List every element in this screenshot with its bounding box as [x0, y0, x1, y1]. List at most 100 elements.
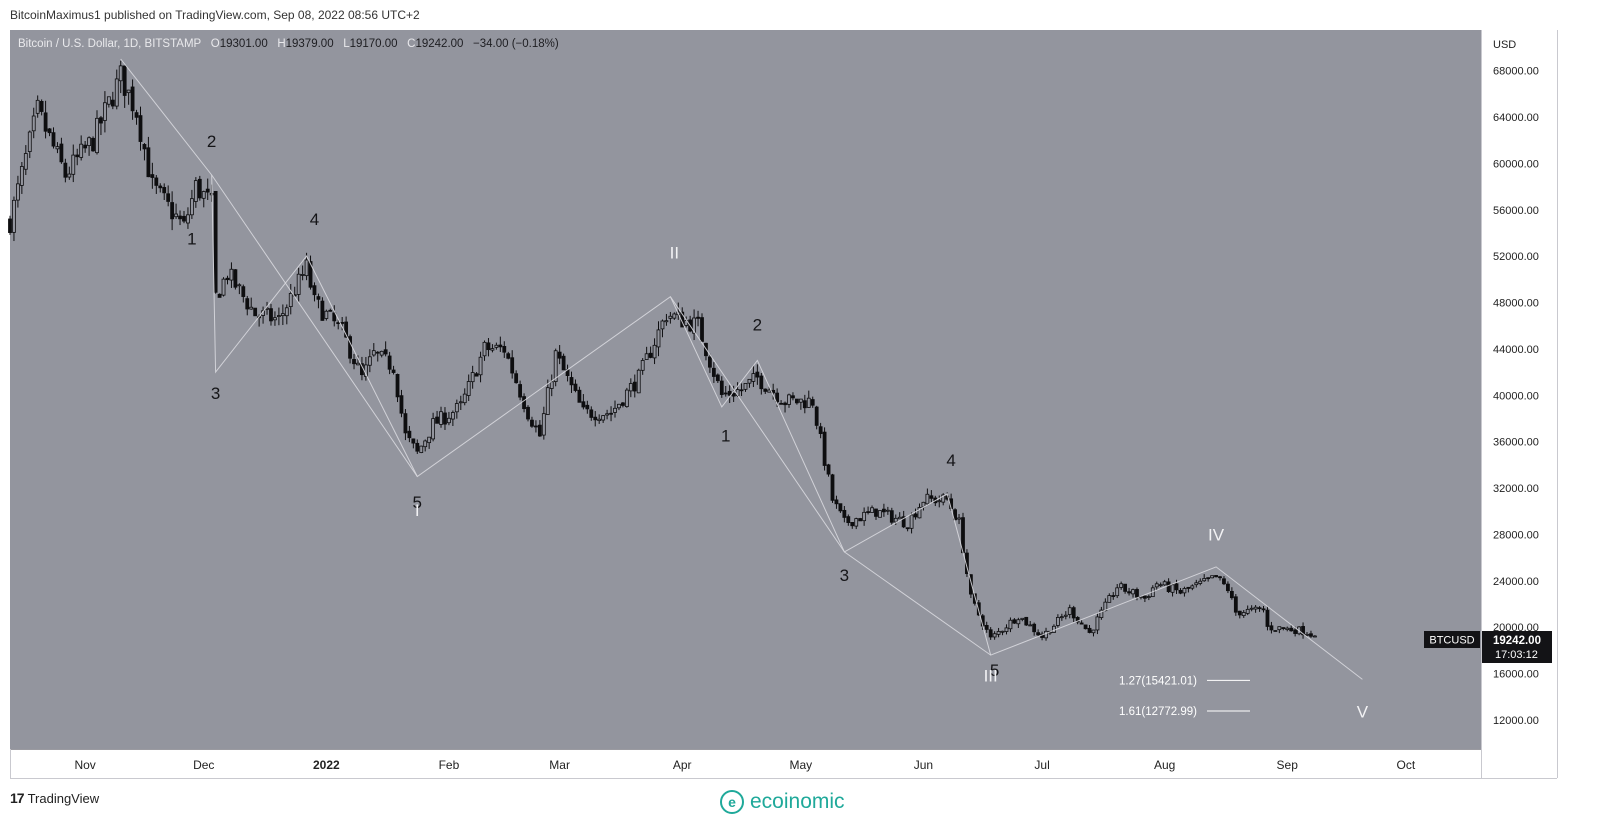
- candle-body: [241, 286, 246, 297]
- candle-body: [340, 322, 345, 324]
- price-tick-label: 44000.00: [1493, 344, 1539, 356]
- candle-body: [791, 395, 795, 399]
- candle-body: [490, 348, 495, 351]
- candle-body: [834, 499, 839, 505]
- candle-body: [882, 508, 886, 513]
- candle-body: [439, 411, 443, 425]
- candle-body: [1178, 589, 1183, 594]
- candle-body: [636, 369, 641, 394]
- candle-body: [1166, 581, 1171, 592]
- candle-body: [1289, 627, 1294, 632]
- candle-body: [767, 389, 772, 393]
- candle-body: [1190, 585, 1195, 589]
- candle-body: [692, 317, 696, 334]
- candle-body: [138, 115, 143, 142]
- candle-body: [344, 321, 349, 338]
- candle-body: [1269, 625, 1274, 631]
- candle-body: [577, 389, 582, 403]
- time-tick-label: May: [790, 758, 813, 772]
- candle-body: [478, 356, 483, 376]
- candle-body: [237, 284, 242, 287]
- candle-body: [71, 154, 76, 175]
- candle-body: [150, 174, 155, 178]
- candle-body: [751, 373, 756, 382]
- candle-body: [992, 633, 997, 638]
- candle-body: [1079, 622, 1084, 625]
- candle-body: [628, 383, 633, 392]
- candle-body: [502, 346, 507, 353]
- price-tick-label: 40000.00: [1493, 390, 1539, 402]
- candle-body: [526, 406, 530, 420]
- price-tick-label: 60000.00: [1493, 158, 1539, 170]
- candle-body: [783, 402, 787, 406]
- candle-body: [617, 403, 621, 409]
- candle-body: [941, 494, 946, 503]
- candle-body: [545, 387, 550, 415]
- candle-body: [723, 392, 728, 395]
- candle-body: [95, 117, 99, 154]
- candle-body: [391, 369, 396, 373]
- wave-label: 2: [753, 315, 762, 334]
- candle-body: [118, 65, 123, 82]
- candle-body: [798, 398, 803, 403]
- candle-body: [976, 602, 981, 616]
- wave-label: IV: [1208, 525, 1225, 544]
- candle-body: [601, 415, 606, 421]
- candle-body: [1004, 627, 1009, 632]
- candle-body: [114, 78, 119, 107]
- candle-body: [514, 373, 519, 384]
- candle-body: [530, 419, 534, 427]
- candle-body: [126, 89, 131, 94]
- wave-line: [120, 58, 1363, 680]
- candle-body: [621, 402, 625, 406]
- candle-body: [130, 86, 135, 112]
- tradingview-logo[interactable]: 17 TradingView: [10, 790, 99, 806]
- candle-body: [87, 137, 91, 146]
- candle-body: [664, 320, 669, 323]
- candle-body: [605, 413, 609, 416]
- candle-body: [205, 188, 210, 193]
- candle-body: [1083, 624, 1088, 630]
- candle-body: [1313, 635, 1317, 638]
- candle-body: [518, 384, 523, 398]
- candle-body: [174, 213, 178, 218]
- time-tick-label: Apr: [673, 758, 692, 772]
- wave-label: 1: [721, 427, 730, 446]
- price-tick-label: 32000.00: [1493, 483, 1539, 495]
- candle-body: [178, 215, 182, 220]
- legend-close-label: C: [407, 38, 416, 50]
- candle-body: [711, 367, 716, 377]
- price-tick-label: 48000.00: [1493, 298, 1539, 310]
- candle-body: [55, 146, 60, 150]
- candle-body: [1119, 583, 1124, 588]
- candle-body: [498, 344, 503, 348]
- candle-body: [1285, 627, 1290, 631]
- time-axis[interactable]: Nov Dec 2022 Feb Mar Apr May Jun Jul Aug Sep Oct: [74, 758, 1415, 772]
- legend-change: −34.00 (−0.18%): [473, 38, 559, 50]
- candle-body: [1111, 595, 1116, 597]
- price-axis[interactable]: 12000.0016000.0020000.0024000.0028000.00…: [1493, 66, 1539, 727]
- legend-open-label: O: [210, 38, 220, 50]
- wave-label: I: [415, 501, 420, 520]
- candle-body: [63, 162, 68, 178]
- candle-body: [1222, 578, 1226, 585]
- candle-body: [862, 511, 867, 522]
- candle-body: [1071, 607, 1076, 619]
- candle-body: [795, 398, 799, 404]
- candle-body: [229, 268, 234, 281]
- price-axis-unit: USD: [1493, 39, 1516, 51]
- candle-body: [399, 395, 404, 414]
- candle-body: [162, 187, 167, 194]
- candle-body: [1107, 595, 1112, 603]
- candle-body: [1012, 619, 1017, 624]
- candle-body: [624, 389, 629, 407]
- candle-body: [403, 413, 408, 434]
- candle-body: [1020, 617, 1025, 620]
- wave-label: 5: [413, 493, 422, 512]
- candle-body: [854, 518, 859, 527]
- candle-body: [19, 166, 24, 186]
- price-tick-label: 16000.00: [1493, 669, 1539, 681]
- candle-body: [553, 350, 558, 382]
- candle-body: [1305, 633, 1309, 636]
